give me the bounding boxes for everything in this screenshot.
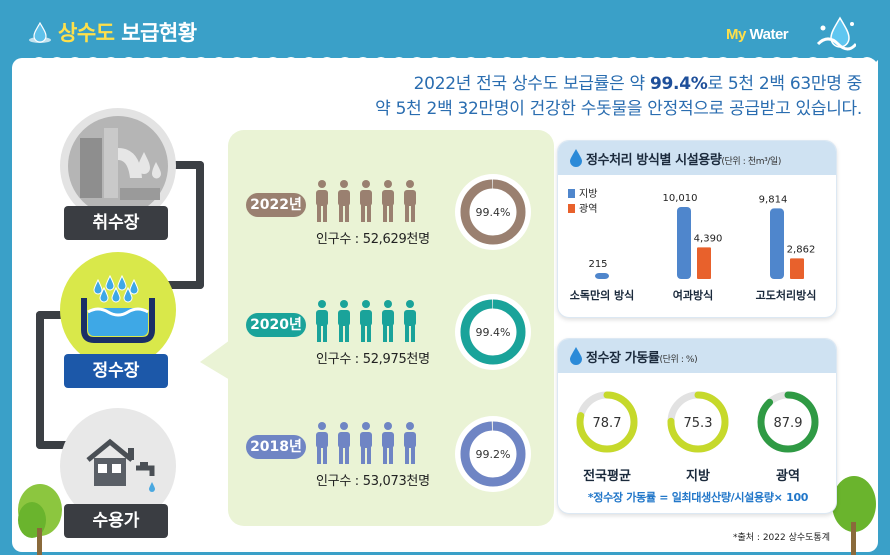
person-icon xyxy=(404,300,416,342)
summary-line1: 2022년 전국 상수도 보급률은 약 99.4%로 5천 2백 63만명 중 xyxy=(413,74,863,94)
person-icon xyxy=(360,300,372,342)
operation-rate-panel-header: 정수장 가동률(단위 : %) xyxy=(558,339,836,373)
pipe-segment xyxy=(168,161,204,169)
legend-label: 지방 xyxy=(579,188,597,200)
donut-value-label: 99.4% xyxy=(476,326,511,339)
year-badge: 2018년 xyxy=(246,435,306,459)
capacity-chart-title: 정수처리 방식별 시설용량(단위 : 천m³/일) xyxy=(586,153,781,168)
gauge-category-label: 전국평균 xyxy=(583,469,631,484)
panel-pointer xyxy=(200,340,230,380)
person-icon xyxy=(316,300,328,342)
bar xyxy=(790,258,804,279)
person-icon xyxy=(382,422,394,464)
category-label: 고도처리방식 xyxy=(756,288,817,302)
pipe-segment xyxy=(36,311,44,449)
bar xyxy=(677,207,691,279)
person-icon xyxy=(382,180,394,222)
person-icon xyxy=(338,422,350,464)
operation-rate-gauge: 87.9 xyxy=(757,391,819,453)
capacity-panel-header: 정수처리 방식별 시설용량(단위 : 천m³/일) xyxy=(558,141,836,175)
people-icon-group xyxy=(316,422,416,464)
operation-rate-title: 정수장 가동률(단위 : %) xyxy=(586,351,698,366)
person-icon xyxy=(360,422,372,464)
population-label: 인구수 : 52,629천명 xyxy=(316,232,430,247)
population-label: 인구수 : 53,073천명 xyxy=(316,474,430,489)
bar-value-label: 2,862 xyxy=(787,244,816,255)
water-drop-icon xyxy=(29,22,51,43)
operation-rate-formula: *정수장 가동률 = 일최대생산량/시설용량× 100 xyxy=(587,491,809,504)
bar xyxy=(770,208,784,279)
wave-decoration xyxy=(12,57,878,68)
dam-icon xyxy=(68,116,168,216)
donut-arc xyxy=(460,299,526,365)
gauge-row: 78.7 전국평균 75.3 지방 87.9 광역 xyxy=(558,373,836,513)
donut-arc xyxy=(460,179,526,245)
pipe-segment xyxy=(36,441,70,449)
summary-line2: 약 5천 2백 32만명이 건강한 수돗물을 안정적으로 공급받고 있습니다. xyxy=(375,99,862,119)
gauge-arc xyxy=(757,391,819,453)
header-band xyxy=(0,0,890,62)
gauge-category-label: 광역 xyxy=(776,469,800,484)
brand-logo: My Water xyxy=(726,14,856,54)
legend-label: 광역 xyxy=(579,203,597,215)
purification-label: 정수장 xyxy=(64,354,168,388)
year-badge: 2020년 xyxy=(246,313,306,337)
donut-arc xyxy=(460,421,526,487)
person-icon xyxy=(382,300,394,342)
person-icon xyxy=(316,180,328,222)
person-icon xyxy=(338,300,350,342)
person-icon xyxy=(316,422,328,464)
person-icon xyxy=(404,422,416,464)
gauge-category-label: 지방 xyxy=(686,469,710,484)
operation-rate-gauge: 78.7 xyxy=(576,391,638,453)
donut-value-label: 99.2% xyxy=(476,448,511,461)
bar-value-label: 9,814 xyxy=(759,194,788,205)
tree-decoration-right xyxy=(832,476,876,555)
pipe-segment xyxy=(196,161,204,289)
gauge-value-label: 78.7 xyxy=(593,416,622,431)
intake-label: 취수장 xyxy=(64,206,168,240)
gauge-value-label: 87.9 xyxy=(774,416,803,431)
pipe-segment xyxy=(162,281,204,289)
category-label: 여과방식 xyxy=(673,288,713,302)
pipe-segment xyxy=(36,311,70,319)
operation-rate-gauge: 75.3 xyxy=(667,391,729,453)
water-splash-icon xyxy=(816,16,856,51)
category-label: 소독만의 방식 xyxy=(570,288,635,302)
bar-value-label: 4,390 xyxy=(694,233,723,244)
gauge-arc xyxy=(576,391,638,453)
source-note: *출처 : 2022 상수도통계 xyxy=(733,533,830,543)
coverage-donut: 99.4% xyxy=(455,174,531,250)
population-label: 인구수 : 52,975천명 xyxy=(316,352,430,367)
person-icon xyxy=(404,180,416,222)
summary-text: 2022년 전국 상수도 보급률은 약 99.4%로 5천 2백 63만명 중 … xyxy=(375,72,862,122)
person-icon xyxy=(338,180,350,222)
page-title: 상수도 보급현황 xyxy=(58,21,197,45)
coverage-donut: 99.2% xyxy=(455,416,531,492)
coverage-donut: 99.4% xyxy=(455,294,531,370)
gauge-value-label: 75.3 xyxy=(684,416,713,431)
legend-swatch xyxy=(568,204,575,213)
house-faucet-icon xyxy=(86,438,155,492)
water-drop-icon xyxy=(570,347,582,365)
bar-value-label: 10,010 xyxy=(663,193,698,204)
operation-rate-panel: 정수장 가동률(단위 : %) 78.7 전국평균 75.3 지방 87.9 광역 *정수… xyxy=(557,338,837,514)
bar xyxy=(595,273,609,279)
bar-value-label: 215 xyxy=(588,259,607,270)
consumer-label: 수용가 xyxy=(64,504,168,538)
people-icon-group xyxy=(316,300,416,342)
person-icon xyxy=(360,180,372,222)
water-tank-icon xyxy=(81,274,155,343)
bar xyxy=(697,247,711,279)
people-icon-group xyxy=(316,180,416,222)
year-badge: 2022년 xyxy=(246,193,306,217)
donut-value-label: 99.4% xyxy=(476,206,511,219)
gauge-arc xyxy=(667,391,729,453)
tree-decoration-left xyxy=(18,484,62,555)
water-drop-icon xyxy=(570,149,582,167)
legend-swatch xyxy=(568,189,575,198)
